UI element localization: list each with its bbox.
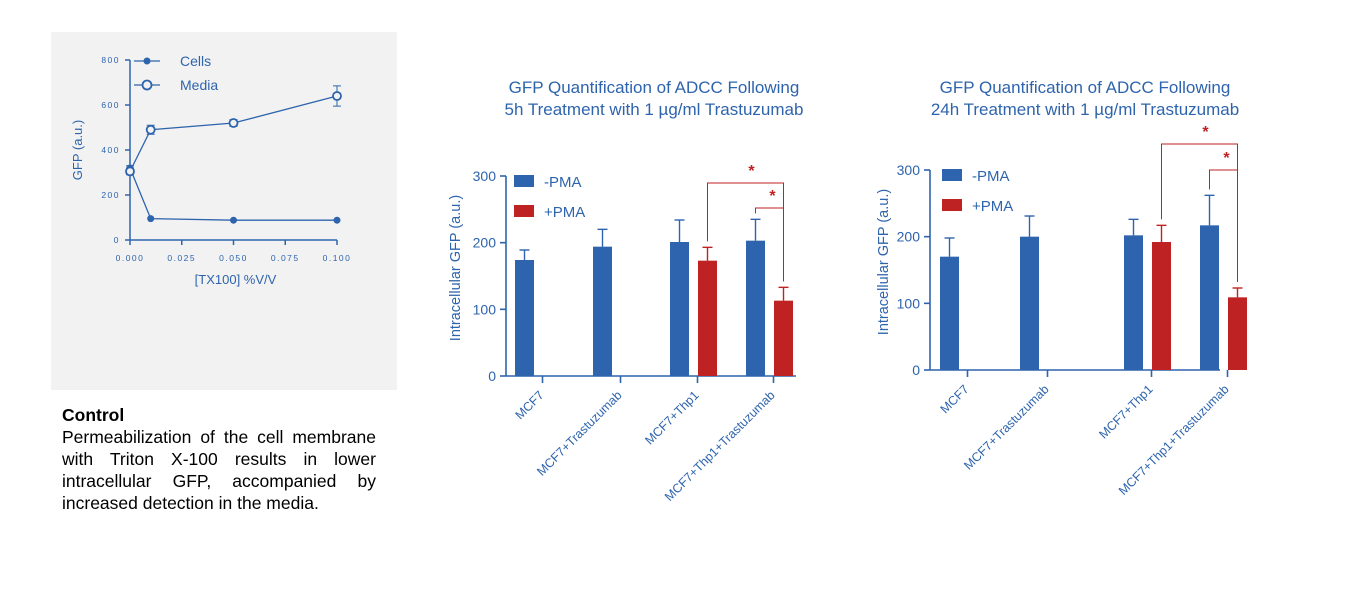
y-tick-label: 100 <box>897 295 921 311</box>
x-tick-label: MCF7+Trastuzumab <box>534 388 624 478</box>
data-point-cells <box>230 216 237 224</box>
bar-pma <box>746 240 765 376</box>
significance-star: * <box>1223 150 1230 167</box>
legend-label: -PMA <box>972 168 1010 185</box>
data-point-cells <box>333 216 341 224</box>
bar-chart-5h: GFP Quantification of ADCC Following 5h T… <box>448 78 804 504</box>
x-tick-label: MCF7+Thp1 <box>642 388 701 447</box>
legend-label-media: Media <box>180 77 218 93</box>
legend-label: +PMA <box>972 198 1013 215</box>
legend-swatch-pma <box>514 205 534 217</box>
y-tick-label: 0 <box>114 235 120 245</box>
y-tick-label: 300 <box>897 162 921 178</box>
significance-star: * <box>1202 124 1209 141</box>
y-tick-label: 100 <box>473 301 497 317</box>
x-axis-label: [TX100] %V/V <box>195 272 277 287</box>
bar-pma <box>1020 236 1039 370</box>
y-tick-label: 400 <box>101 145 120 155</box>
significance-bracket <box>755 207 784 282</box>
legend-swatch-pma <box>942 169 962 181</box>
caption: Control Permeabilization of the cell mem… <box>62 404 376 514</box>
data-point-media <box>125 166 135 177</box>
legend-label: +PMA <box>544 204 585 221</box>
significance-star: * <box>748 163 755 180</box>
y-tick-label: 800 <box>101 55 120 65</box>
significance-star: * <box>769 188 776 205</box>
y-tick-label: 600 <box>101 100 120 110</box>
y-axis-label: Intracellular GFP (a.u.) <box>876 189 892 335</box>
series-line-cells <box>129 167 337 221</box>
caption-title: Control <box>62 405 125 425</box>
legend-marker <box>141 79 153 91</box>
chart-title: GFP Quantification of ADCC Following <box>940 78 1231 97</box>
y-tick-label: 300 <box>473 168 497 184</box>
bar-pma <box>515 260 534 376</box>
bar-pma <box>1200 225 1219 370</box>
bar-pma <box>940 256 959 370</box>
x-tick-label: MCF7+Trastuzumab <box>961 382 1051 472</box>
legend-label-cells: Cells <box>180 53 211 69</box>
y-tick-label: 0 <box>912 362 920 378</box>
bar-pma <box>698 260 717 376</box>
bar-pma <box>593 246 612 376</box>
caption-text: Permeabilization of the cell membrane wi… <box>62 427 376 513</box>
y-axis-label: Intracellular GFP (a.u.) <box>448 195 464 341</box>
bar-pma <box>1152 242 1171 370</box>
bar-pma <box>1228 297 1247 370</box>
chart-subtitle: 24h Treatment with 1 µg/ml Trastuzumab <box>931 100 1239 119</box>
x-tick-label: 0.025 <box>167 253 196 263</box>
bar-chart-24h: GFP Quantification of ADCC Following 24h … <box>876 78 1247 498</box>
x-tick-label: 0.075 <box>271 253 300 263</box>
y-tick-label: 200 <box>101 190 120 200</box>
legend-swatch-pma <box>514 175 534 187</box>
y-tick-label: 0 <box>488 368 496 384</box>
bar-pma <box>670 242 689 376</box>
legend-label: -PMA <box>544 174 582 191</box>
triton-line-chart: 0 200 400 600 800 0.000 0.025 0.050 0.075 0.100 [T… <box>70 53 352 287</box>
data-point-media <box>332 91 342 101</box>
y-axis-label: GFP (a.u.) <box>70 120 85 180</box>
legend-marker <box>143 57 151 65</box>
x-tick-label: MCF7+Thp1 <box>1096 382 1155 441</box>
x-tick-label: 0.000 <box>116 253 145 263</box>
x-tick-label: 0.050 <box>219 253 248 263</box>
data-point-cells <box>147 215 155 223</box>
x-tick-label: MCF7 <box>938 382 972 416</box>
bar-pma <box>774 300 793 376</box>
legend-swatch-pma <box>942 199 962 211</box>
bar-pma <box>1124 235 1143 370</box>
series-line-media <box>129 95 338 172</box>
chart-title: GFP Quantification of ADCC Following <box>509 78 800 97</box>
y-tick-label: 200 <box>897 229 921 245</box>
x-tick-label: 0.100 <box>323 253 352 263</box>
y-tick-label: 200 <box>473 235 497 251</box>
data-point-media <box>228 118 239 128</box>
data-point-media <box>145 124 156 135</box>
control-panel-background <box>51 32 397 390</box>
x-tick-label: MCF7 <box>513 388 547 422</box>
chart-subtitle: 5h Treatment with 1 µg/ml Trastuzumab <box>505 100 804 119</box>
significance-bracket <box>1209 169 1238 282</box>
